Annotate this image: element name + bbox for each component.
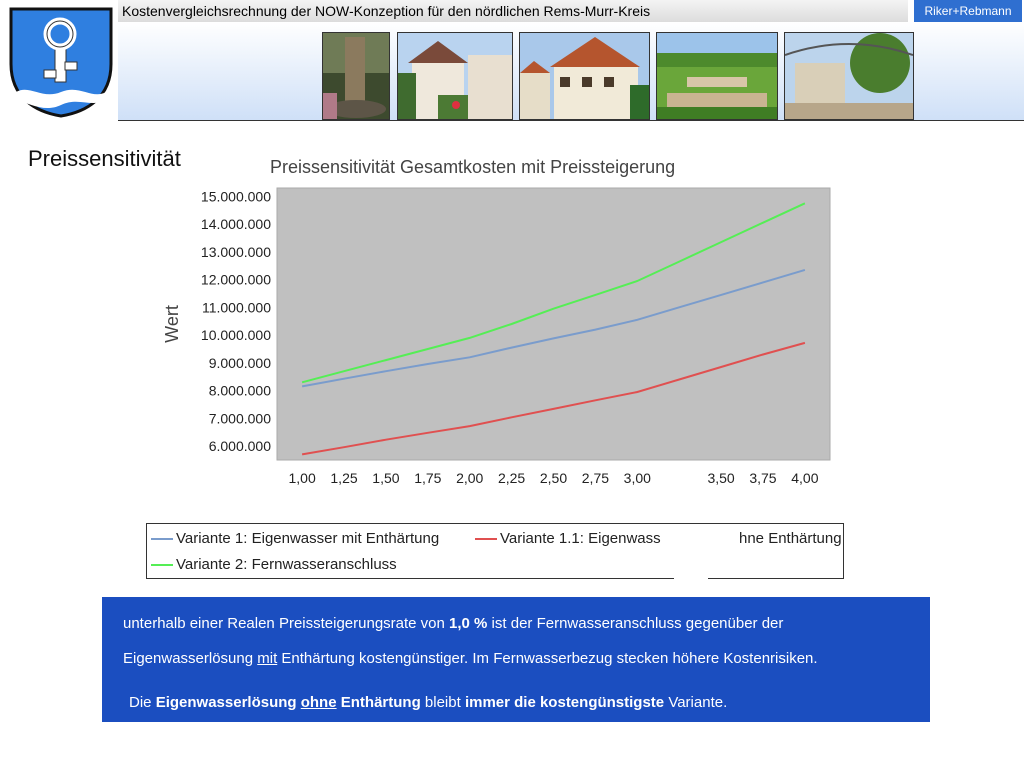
conclusion-line-1: unterhalb einer Realen Preissteigerungsr… — [123, 615, 784, 632]
conclusion-line-3: Die Eigenwasserlösung ohne Enthärtung bl… — [129, 694, 728, 711]
series-line-2 — [301, 341, 806, 456]
legend-gap — [540, 515, 674, 523]
x-tick-label: 1,50 — [372, 470, 399, 486]
slide-heading: Preissensitivität — [28, 146, 181, 171]
legend-label: Variante 1: Eigenwasser mit Enthärtung — [176, 530, 440, 547]
photo-plaza — [784, 32, 914, 120]
y-tick-label: 6.000.000 — [209, 438, 271, 454]
legend-gap — [674, 550, 708, 580]
plot-area — [276, 187, 831, 461]
legend-item-variante-2: Variante 2: Fernwasseranschluss — [151, 556, 397, 573]
y-tick-label: 8.000.000 — [209, 383, 271, 399]
y-tick-label: 9.000.000 — [209, 355, 271, 371]
chart-legend: Variante 1: Eigenwasser mit Enthärtung V… — [146, 523, 844, 579]
legend-label-tail: hne Enthärtung — [739, 530, 842, 547]
presentation-title: Kostenvergleichsrechnung der NOW-Konzept… — [122, 3, 651, 19]
x-tick-label: 1,00 — [289, 470, 316, 486]
legend-swatch — [475, 537, 497, 540]
y-tick-label: 12.000.000 — [201, 272, 271, 288]
conclusion-box: unterhalb einer Realen Preissteigerungsr… — [102, 597, 930, 722]
x-tick-label: 2,00 — [456, 470, 483, 486]
conclusion-line-2: Eigenwasserlösung mit Enthärtung kosteng… — [123, 650, 818, 667]
x-tick-label: 4,00 — [791, 470, 818, 486]
y-tick-label: 10.000.000 — [201, 327, 271, 343]
y-axis-label: Wert — [162, 305, 182, 343]
legend-label: Variante 2: Fernwasseranschluss — [176, 556, 397, 573]
legend-gap — [562, 551, 674, 576]
x-tick-label: 2,75 — [582, 470, 609, 486]
x-tick-label: 2,25 — [498, 470, 525, 486]
legend-swatch — [151, 563, 173, 566]
legend-item-variante-1-1-tail: hne Enthärtung — [739, 530, 842, 547]
photo-village-landscape — [656, 32, 778, 120]
chart-title: Preissensitivität Gesamtkosten mit Preis… — [270, 157, 675, 177]
x-tick-label: 1,75 — [414, 470, 441, 486]
legend-item-variante-1-1: Variante 1.1: Eigenwass — [475, 530, 661, 547]
y-tick-label: 7.000.000 — [209, 410, 271, 426]
legend-swatch — [151, 537, 173, 540]
x-tick-label: 1,25 — [330, 470, 357, 486]
y-tick-label: 11.000.000 — [202, 299, 271, 315]
x-tick-label: 3,75 — [749, 470, 776, 486]
chart-gap — [674, 462, 708, 506]
x-tick-label: 3,50 — [707, 470, 734, 486]
photo-town-hall — [519, 32, 650, 120]
title-bar: Kostenvergleichsrechnung der NOW-Konzept… — [118, 0, 908, 23]
y-tick-label: 14.000.000 — [201, 216, 271, 232]
series-line-1 — [301, 268, 806, 388]
legend-item-variante-1: Variante 1: Eigenwasser mit Enthärtung — [151, 530, 439, 547]
x-tick-label: 3,00 — [624, 470, 651, 486]
x-tick-label: 2,50 — [540, 470, 567, 486]
line-chart: Preissensitivität Gesamtkosten mit Preis… — [162, 157, 831, 486]
brand-badge: Riker+Rebmann — [914, 0, 1022, 22]
photo-half-timbered-street — [397, 32, 513, 120]
y-tick-label: 13.000.000 — [201, 244, 271, 260]
y-tick-label: 15.000.000 — [201, 188, 271, 204]
legend-label: Variante 1.1: Eigenwass — [500, 530, 661, 547]
series-line-3 — [301, 202, 806, 384]
coat-of-arms-icon — [9, 7, 113, 118]
photo-fountain — [322, 32, 390, 120]
